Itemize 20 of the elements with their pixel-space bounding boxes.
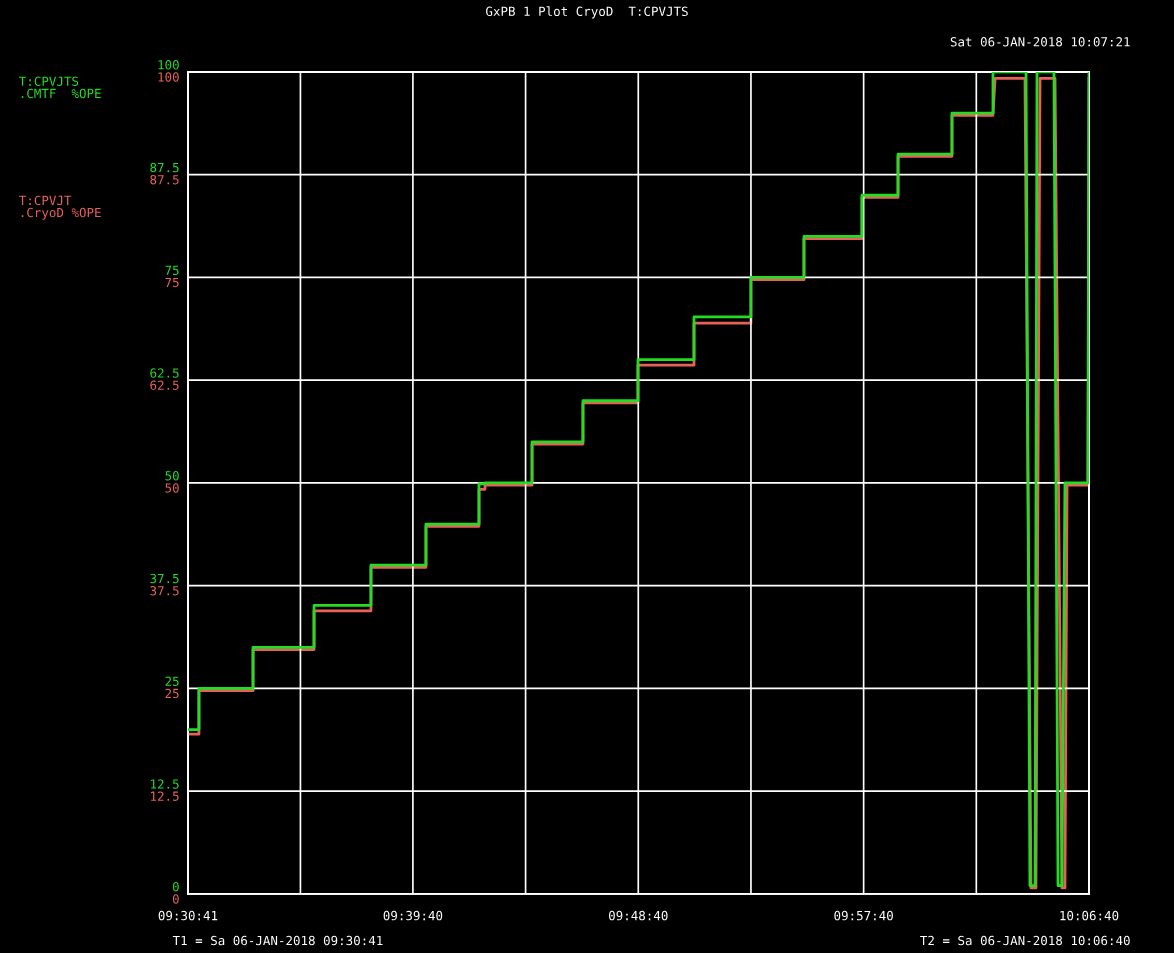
y-tick-label: 50: [165, 483, 179, 493]
y-tick-label: 87.5: [150, 174, 179, 185]
x-tick-label: 09:48:40: [608, 910, 668, 921]
text: T:CPVJT .CryoD %OPE: [19, 195, 101, 220]
text: T2 = Sa 06-JAN-2018 10:06:40: [920, 935, 1130, 946]
x-tick-label: 09:57:40: [834, 910, 893, 921]
text: T:CPVJTS .CMTF %OPE: [19, 76, 101, 99]
y-tick-label: 25: [165, 688, 179, 699]
y-tick-label: 0: [172, 894, 179, 904]
y-tick-label: 12.5: [151, 791, 179, 801]
text: T1 = Sa 06-JAN-2018 09:30:41: [172, 935, 383, 946]
y-tick-label: 37.5: [150, 585, 179, 596]
x-tick-label: 10:06:40: [1060, 910, 1119, 921]
y-tick-label: 100: [158, 72, 179, 82]
x-tick-label: 09:39:40: [383, 910, 443, 921]
chart-title: GxPB 1 Plot CryoD T:CPVJTS: [486, 6, 688, 19]
text: Sat 06-JAN-2018 10:07:21: [950, 37, 1130, 47]
x-tick-label: 09:30:41: [158, 910, 218, 921]
y-tick-label: 62.5: [150, 380, 179, 390]
y-tick-label: 75: [165, 277, 179, 288]
